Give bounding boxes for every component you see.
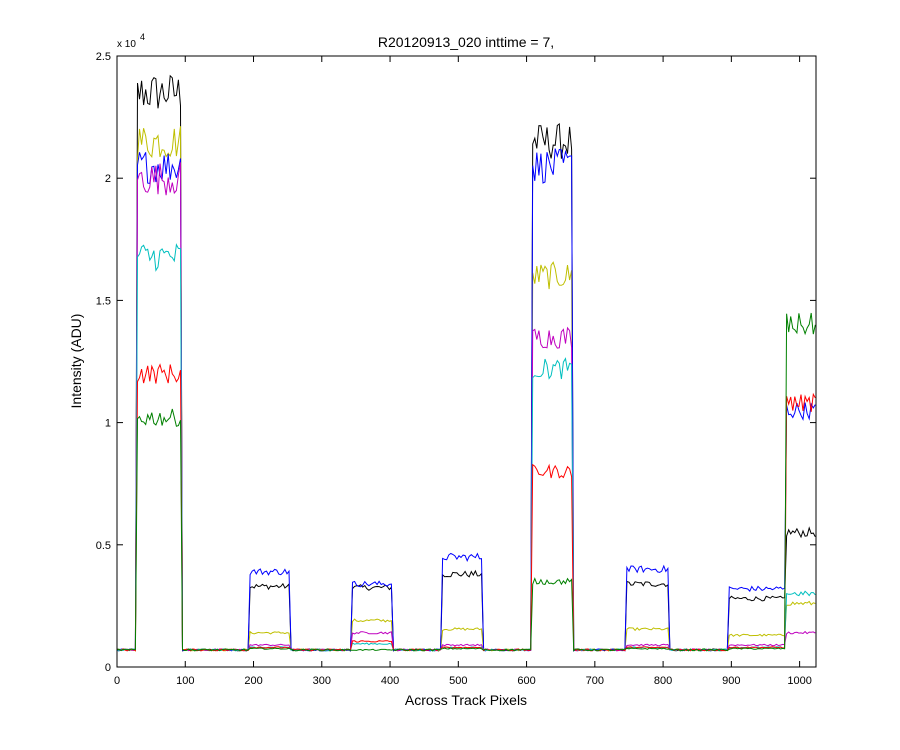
chart-title: R20120913_020 inttime = 7,: [378, 34, 554, 50]
y-axis-label: Intensity (ADU): [68, 314, 84, 409]
x-tick-label: 1000: [787, 675, 811, 687]
x-tick-label: 600: [517, 675, 535, 687]
y-exponent-label: x 10: [117, 39, 136, 50]
axes-box: [116, 55, 817, 668]
y-tick-label: 0.5: [96, 540, 111, 552]
y-tick-label: 2.5: [96, 51, 111, 63]
y-tick-label: 1: [105, 418, 111, 430]
y-exponent-power: 4: [140, 32, 145, 42]
series-layer: [116, 74, 816, 652]
series-line: [116, 312, 816, 652]
x-tick-label: 700: [586, 675, 604, 687]
plot-area: [117, 56, 816, 667]
x-axis-label: Across Track Pixels: [405, 692, 527, 708]
x-tick-label: 800: [654, 675, 672, 687]
x-tick-label: 900: [722, 675, 740, 687]
y-axis: 0 0.5 1 1.5 2 2.5: [96, 51, 816, 674]
x-tick-label: 300: [313, 675, 331, 687]
x-tick-label: 400: [381, 675, 399, 687]
y-tick-label: 0: [105, 662, 111, 674]
x-tick-label: 500: [449, 675, 467, 687]
x-tick-label: 0: [114, 675, 120, 687]
y-tick-label: 2: [105, 173, 111, 185]
x-tick-label: 100: [176, 675, 194, 687]
y-tick-label: 1.5: [96, 295, 111, 307]
x-axis: 0 100 200 300 400 500 600 700 800 900 1000: [114, 56, 812, 687]
x-tick-label: 200: [244, 675, 262, 687]
